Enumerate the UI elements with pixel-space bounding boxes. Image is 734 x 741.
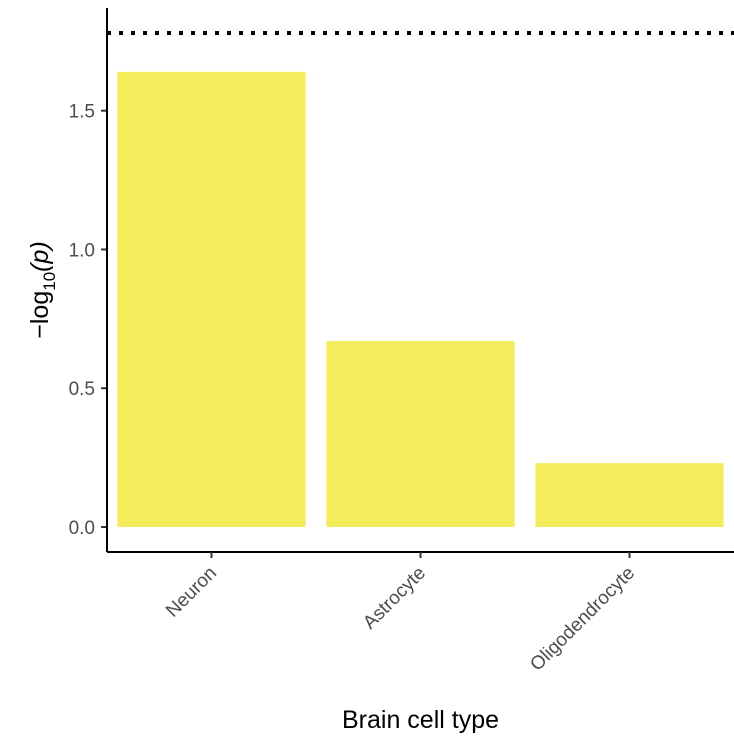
x-axis-title: Brain cell type [342,706,499,734]
y-tick-label: 1.0 [69,240,95,261]
bar-astrocyte [326,341,515,528]
y-axis-title-argument: (p) [26,241,54,272]
y-tick-label: 0.0 [69,518,95,539]
y-axis-title: −log10(p) [26,241,59,338]
y-axis-title-prefix: −log [26,291,54,339]
x-tick-label-oligodendrocyte: Oligodendrocyte [526,563,639,676]
y-tick-label: 1.5 [69,102,95,123]
y-axis-ticks: 0.0 0.5 1.0 1.5 [69,102,107,539]
y-tick-label: 0.5 [69,379,95,400]
x-tick-label-astrocyte: Astrocyte [359,563,430,634]
x-tick-label-neuron: Neuron [162,563,221,622]
bars [117,71,724,528]
bar-oligodendrocyte [535,463,724,528]
x-axis-ticks: Neuron Astrocyte Oligodendrocyte [162,552,639,675]
y-axis-title-subscript: 10 [40,272,59,291]
bar-neuron [117,71,306,528]
